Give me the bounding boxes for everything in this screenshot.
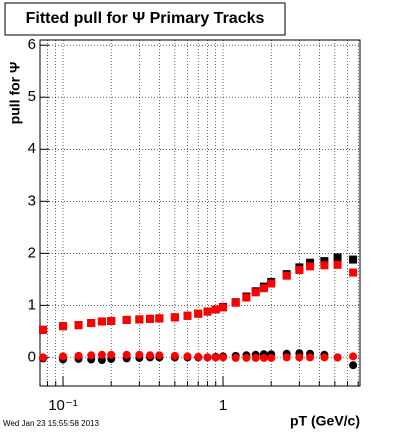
data-point — [107, 350, 116, 359]
data-point — [333, 260, 342, 269]
data-point — [183, 311, 192, 320]
data-point — [183, 352, 192, 361]
data-point — [155, 351, 164, 360]
data-point — [320, 257, 329, 266]
data-point — [219, 353, 228, 362]
y-tick-label: 5 — [28, 88, 36, 105]
x-tick-label: 10⁻¹ — [48, 397, 78, 414]
data-point — [39, 353, 48, 362]
data-point — [107, 316, 116, 325]
data-point — [320, 353, 329, 362]
data-point — [259, 353, 268, 362]
plot-frame — [39, 39, 361, 387]
title-box — [4, 2, 286, 36]
data-point — [219, 303, 228, 312]
y-axis-label: pull for Ψ — [7, 62, 23, 125]
data-point — [122, 350, 131, 359]
data-point — [155, 314, 164, 323]
data-point — [135, 315, 144, 324]
data-point — [135, 350, 144, 359]
data-point — [267, 353, 276, 362]
data-point — [306, 353, 315, 362]
data-point — [170, 351, 179, 360]
data-point — [203, 307, 212, 316]
data-point — [211, 305, 220, 314]
data-point — [74, 321, 83, 330]
data-point — [122, 315, 131, 324]
data-point — [349, 255, 358, 264]
data-point — [349, 361, 358, 370]
data-point — [211, 353, 220, 362]
data-point — [282, 353, 291, 362]
y-tick-label: 3 — [28, 192, 36, 209]
data-point — [333, 253, 342, 262]
data-point — [87, 351, 96, 360]
data-point — [295, 265, 304, 274]
data-point — [349, 352, 358, 361]
data-point — [74, 351, 83, 360]
footer-date: Wed Jan 23 15:55:58 2013 — [3, 419, 99, 428]
data-point — [146, 351, 155, 360]
data-point — [59, 322, 68, 331]
data-point — [333, 353, 342, 362]
y-tick-label: 1 — [28, 296, 36, 313]
data-point — [231, 298, 240, 307]
x-tick-label: 1 — [219, 397, 227, 414]
data-point — [295, 353, 304, 362]
data-point — [39, 325, 48, 334]
data-point — [349, 268, 358, 277]
data-point — [251, 353, 260, 362]
data-point — [242, 293, 251, 302]
data-point — [251, 288, 260, 297]
data-point — [282, 271, 291, 280]
data-point — [259, 284, 268, 293]
data-point — [194, 352, 203, 361]
data-point — [231, 353, 240, 362]
data-point — [194, 309, 203, 318]
data-point — [320, 261, 329, 270]
y-tick-label: 4 — [28, 140, 36, 157]
x-axis-label: pT (GeV/c) — [290, 413, 360, 429]
data-point — [306, 262, 315, 271]
data-point — [170, 313, 179, 322]
y-tick-label: 2 — [28, 244, 36, 261]
data-point — [87, 319, 96, 328]
chart-title: Fitted pull for Ψ Primary Tracks — [26, 10, 265, 27]
y-tick-label: 6 — [28, 36, 36, 53]
data-point — [97, 350, 106, 359]
data-point — [242, 353, 251, 362]
data-point — [203, 353, 212, 362]
data-point — [97, 317, 106, 326]
data-point — [267, 279, 276, 288]
data-point — [59, 352, 68, 361]
y-tick-label: 0 — [28, 348, 36, 365]
data-point — [146, 314, 155, 323]
